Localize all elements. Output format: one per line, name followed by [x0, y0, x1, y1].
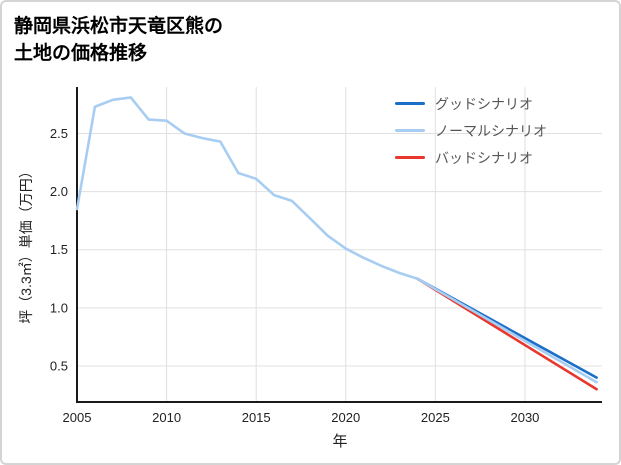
y-tick-label: 1.0	[50, 300, 68, 315]
legend-item-bad-scenario: バッドシナリオ	[395, 144, 547, 171]
legend-item-good-scenario: グッドシナリオ	[395, 90, 547, 117]
bad-scenario-line-swatch	[395, 156, 425, 159]
x-axis-label: 年	[332, 433, 348, 450]
y-tick-label: 2.0	[50, 184, 68, 199]
legend-item-normal-scenario: ノーマルシナリオ	[395, 117, 547, 144]
x-tick-label: 2005	[63, 410, 92, 425]
x-tick-label: 2025	[421, 410, 450, 425]
legend-label-bad-scenario: バッドシナリオ	[435, 149, 533, 166]
chart-title-line2: 土地の価格推移	[14, 42, 148, 64]
legend-label-good-scenario: グッドシナリオ	[435, 95, 533, 112]
y-tick-label: 0.5	[50, 358, 68, 373]
series-line-1	[75, 96, 598, 384]
good-scenario-line-swatch	[395, 102, 425, 105]
x-tick-label: 2015	[242, 410, 271, 425]
x-tick-label: 2030	[510, 410, 539, 425]
x-tick-label: 2020	[331, 410, 360, 425]
normal-scenario-line-swatch	[395, 129, 425, 132]
y-axis-label: 坪（3.3㎡）単価（万円）	[18, 164, 34, 324]
legend-label-normal-scenario: ノーマルシナリオ	[435, 122, 547, 139]
y-tick-label: 1.5	[50, 242, 68, 257]
chart-legend: グッドシナリオ ノーマルシナリオ バッドシナリオ	[395, 90, 547, 171]
y-tick-label: 2.5	[50, 126, 68, 141]
chart-title: 静岡県浜松市天竜区熊の 土地の価格推移	[14, 14, 223, 67]
chart-title-line1: 静岡県浜松市天竜区熊の	[14, 16, 224, 37]
x-tick-label: 2010	[152, 410, 181, 425]
